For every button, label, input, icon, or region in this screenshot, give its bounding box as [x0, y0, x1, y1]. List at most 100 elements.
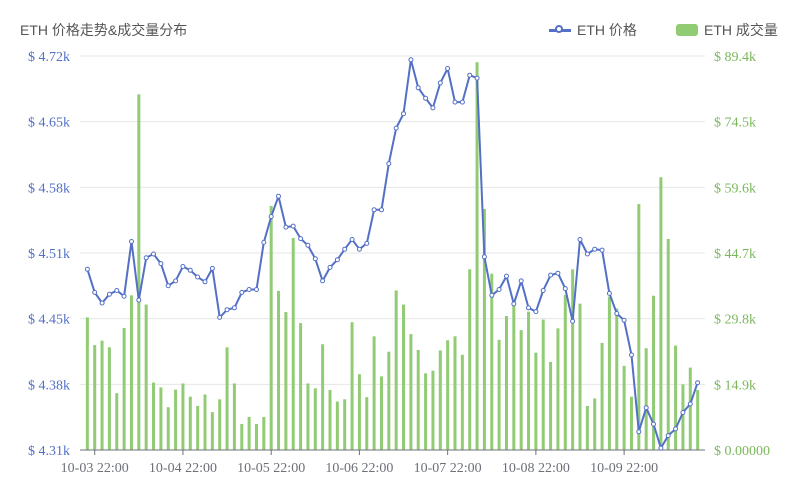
price-point: [298, 236, 304, 242]
price-line: [86, 58, 699, 450]
price-point: [680, 410, 686, 415]
price-point: [165, 283, 171, 289]
right-axis-tick-label: $ 29.8k: [714, 313, 756, 328]
volume-bar: [299, 323, 303, 450]
legend-item-price[interactable]: ETH 价格: [549, 20, 637, 40]
volume-bar: [549, 361, 553, 450]
volume-bar: [328, 390, 332, 450]
right-axis-tick-label: $ 59.6k: [714, 181, 756, 196]
price-point: [371, 207, 377, 213]
volume-bar: [284, 312, 288, 450]
price-point: [540, 288, 546, 293]
volume-bar: [615, 308, 619, 450]
volume-bar: [593, 398, 597, 450]
volume-bar: [372, 336, 376, 450]
volume-bar: [159, 387, 163, 450]
volume-bar: [313, 388, 317, 450]
volume-bar: [357, 374, 361, 450]
price-point: [459, 99, 465, 105]
volume-bar: [277, 290, 281, 450]
volume-bar: [541, 319, 545, 450]
price-point: [437, 80, 443, 86]
price-point: [129, 239, 134, 244]
volume-bar: [424, 373, 428, 450]
price-point: [151, 251, 156, 257]
price-point: [239, 289, 245, 295]
volume-bar: [379, 376, 383, 450]
grid-lines: [80, 55, 705, 385]
volume-bar: [460, 354, 464, 450]
price-point: [577, 237, 583, 242]
price-point: [173, 278, 179, 284]
volume-bar: [196, 405, 200, 450]
volume-bar: [152, 382, 156, 450]
volume-bar: [431, 370, 435, 450]
legend-volume-label: ETH 成交量: [704, 22, 778, 38]
volume-bar: [637, 204, 641, 450]
price-point: [121, 293, 127, 299]
volume-bar: [350, 322, 354, 450]
volume-bar: [188, 396, 192, 450]
price-point: [474, 75, 480, 81]
volume-bar: [269, 205, 273, 450]
x-axis-tick-label: 10-07 22:00: [414, 461, 482, 476]
price-point: [570, 318, 576, 324]
price-point: [643, 405, 649, 411]
price-point: [629, 352, 634, 358]
volume-bar: [482, 208, 486, 450]
price-point: [496, 287, 502, 292]
x-axis-tick-label: 10-04 22:00: [149, 461, 217, 476]
volume-bar: [504, 316, 508, 450]
volume-bar: [446, 340, 450, 450]
left-axis-tick-label: $ 4.38k: [28, 378, 70, 393]
x-axis-tick-label: 10-09 22:00: [590, 461, 658, 476]
volume-bar: [453, 336, 457, 450]
price-point: [312, 256, 318, 262]
volume-bar: [254, 423, 258, 450]
y-axis-labels: $ 4.31k $ 0.00000 $ 4.38k $ 14.9k $ 4.45k $ 2…: [28, 50, 770, 459]
price-point: [254, 287, 259, 292]
volume-bar: [571, 269, 575, 450]
price-point: [651, 421, 656, 427]
volume-bar: [416, 349, 420, 450]
price-point: [665, 433, 671, 439]
volume-bar: [166, 407, 170, 450]
price-point: [408, 57, 414, 63]
left-axis-tick-label: $ 4.58k: [28, 181, 70, 196]
price-point: [592, 246, 598, 252]
right-axis-tick-label: $ 44.7k: [714, 247, 756, 262]
price-point: [614, 311, 620, 316]
x-axis-tick-label: 10-05 22:00: [237, 461, 305, 476]
price-point: [320, 278, 326, 284]
volume-bar: [343, 399, 347, 450]
price-point: [386, 161, 392, 167]
volume-bar: [563, 294, 567, 450]
volume-bar: [652, 295, 656, 450]
price-point: [84, 266, 90, 272]
volume-bar: [534, 352, 538, 450]
price-point: [467, 72, 473, 78]
price-point: [526, 305, 531, 311]
price-point: [136, 297, 142, 303]
volume-bar: [475, 62, 479, 451]
volume-bar: [365, 397, 369, 450]
price-point: [695, 380, 701, 386]
volume-bar: [578, 303, 582, 450]
volume-bar: [129, 295, 133, 450]
price-point: [305, 242, 311, 248]
volume-bar: [490, 273, 494, 450]
x-axis-tick-label: 10-08 22:00: [502, 461, 570, 476]
volume-bar: [291, 238, 295, 450]
volume-bar: [100, 340, 104, 450]
price-point: [533, 309, 539, 315]
volume-bar: [600, 342, 604, 450]
price-line-series: [84, 57, 701, 451]
price-point: [283, 224, 289, 230]
legend-item-volume[interactable]: ETH 成交量: [676, 20, 778, 40]
chart-title: ETH 价格走势&成交量分布: [20, 22, 188, 38]
volume-bar: [137, 94, 141, 450]
x-axis-tick-label: 10-06 22:00: [325, 461, 393, 476]
price-point: [658, 445, 664, 451]
volume-bar: [107, 347, 111, 450]
price-point: [687, 401, 693, 407]
